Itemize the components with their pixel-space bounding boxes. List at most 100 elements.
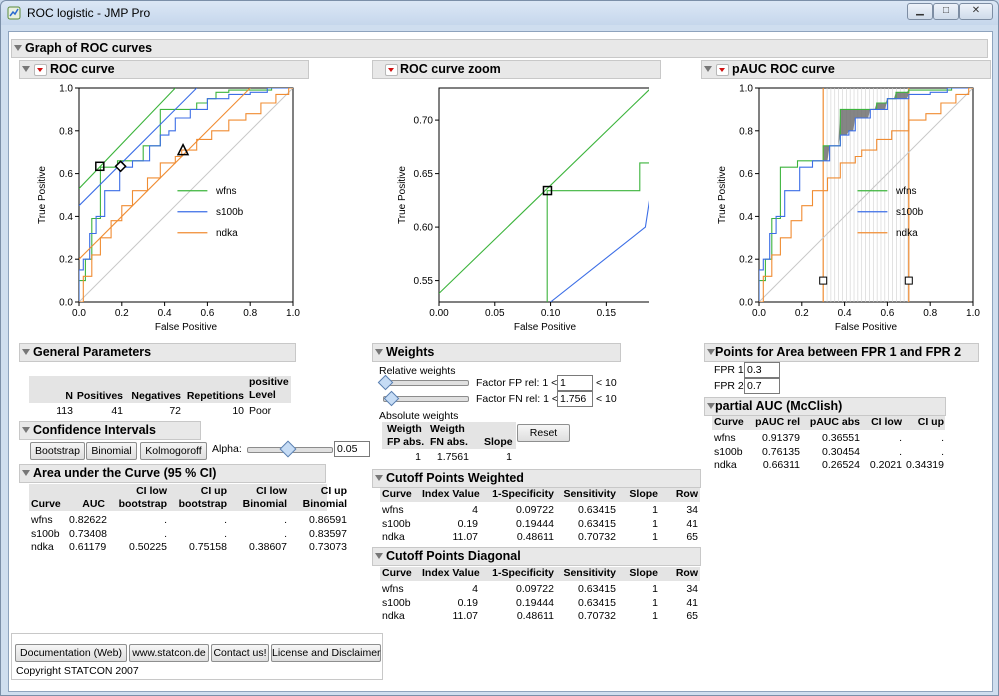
disclosure-icon[interactable] (704, 66, 712, 72)
cutoff-diagonal-header-cell: Row (675, 567, 698, 579)
pauc-cell: s100b (714, 445, 743, 458)
pauc-cell: 0.66311 (762, 459, 800, 471)
cutoff-weighted-cell: 65 (686, 531, 698, 543)
pauc-header[interactable]: partial AUC (McClish) (704, 397, 946, 416)
fpr1-input[interactable]: 0.3 (744, 362, 780, 378)
outline-graph-roc[interactable]: Graph of ROC curves (11, 39, 988, 58)
cutoff-weighted-cell: ndka (382, 531, 405, 543)
pauc-plot-header[interactable]: pAUC ROC curve (701, 60, 991, 79)
pauc-header-cell: CI low (871, 416, 902, 428)
website-button[interactable]: www.statcon.de (129, 644, 209, 662)
fn-max: < 10 (596, 393, 617, 405)
weights-fp-abs: 1 (415, 451, 421, 463)
legend-label-wfns: wfns (215, 186, 237, 197)
fn-slider-thumb[interactable] (383, 390, 400, 407)
pauc-cell: 0.91379 (762, 432, 800, 444)
legend-label-wfns: wfns (895, 186, 917, 197)
fpr-points-title: Points for Area between FPR 1 and FPR 2 (715, 345, 962, 359)
absolute-weights-label: Absolute weights (379, 410, 459, 422)
disclosure-icon[interactable] (707, 403, 715, 409)
red-triangle-menu-icon[interactable] (34, 64, 47, 76)
auc-cell: 0.83597 (309, 527, 347, 540)
auc-cell: 0.50225 (129, 541, 167, 553)
binomial-button[interactable]: Binomial (86, 442, 137, 460)
cutoff-weighted-header-cell: Sensitivity (563, 488, 616, 500)
copyright-text: Copyright STATCON 2007 (16, 665, 139, 677)
disclosure-icon[interactable] (375, 349, 383, 355)
fp-slider-thumb[interactable] (377, 374, 394, 391)
cutoff-diagonal-header-cell: Slope (629, 567, 658, 579)
red-triangle-menu-icon[interactable] (385, 64, 398, 76)
reference-diagonal (759, 88, 973, 302)
fpr2-input[interactable]: 0.7 (744, 378, 780, 394)
alpha-slider-thumb[interactable] (279, 440, 297, 458)
y-tick-label: 0.8 (59, 126, 73, 137)
roc-zoom-header[interactable]: ROC curve zoom (372, 60, 661, 79)
disclosure-icon[interactable] (22, 470, 30, 476)
pauc-roc-chart: 0.0 0.2 0.4 0.6 0.8 1.0 0.0 0.2 0.4 0.6 0.8 1.0 Fals… (717, 84, 980, 334)
auc-cell: 0.75158 (189, 541, 227, 553)
cutoff-weighted-cell: 0.63415 (578, 504, 616, 516)
bootstrap-button[interactable]: Bootstrap (30, 442, 85, 460)
cutoff-diagonal-cell: 0.48611 (516, 610, 554, 622)
fpr1-label: FPR 1 (714, 364, 744, 376)
y-tick-label: 0.55 (414, 276, 434, 287)
cutoff-weighted-header[interactable]: Cutoff Points Weighted (372, 469, 701, 488)
series-line-ndka-weighted (79, 88, 251, 260)
x-axis-label: False Positive (155, 322, 218, 333)
auc-header-cell: AUC (82, 498, 105, 510)
fn-input[interactable]: 1.756 (557, 391, 593, 407)
series-line-wfns-weighted (439, 89, 649, 294)
maximize-button[interactable]: □ (933, 3, 959, 20)
fn-label: Factor FN rel: 1 < (476, 393, 558, 405)
pauc-cell: 0.34319 (906, 459, 944, 471)
red-triangle-menu-icon[interactable] (716, 64, 729, 76)
fpr-bound-marker (904, 276, 913, 285)
fp-slider-track[interactable] (383, 380, 469, 386)
cutoff-weighted-cell: 0.70732 (578, 531, 616, 543)
cutoff-diagonal-cell: 41 (686, 596, 698, 609)
general-positives: 41 (111, 405, 123, 417)
disclosure-icon[interactable] (22, 66, 30, 72)
kolmogoroff-button[interactable]: Kolmogoroff (140, 442, 207, 460)
weights-header[interactable]: Weights (372, 343, 621, 362)
plot-area (439, 89, 649, 302)
disclosure-icon[interactable] (22, 427, 30, 433)
auc-header[interactable]: Area under the Curve (95 % CI) (19, 464, 326, 483)
fn-slider-track[interactable] (383, 396, 469, 402)
reset-button[interactable]: Reset (517, 424, 570, 442)
auc-table-header (29, 484, 327, 511)
disclosure-icon[interactable] (707, 349, 715, 355)
cutoff-diagonal-cell: 1 (652, 610, 658, 622)
y-tick-label: 0.0 (59, 298, 73, 309)
general-level: Poor (249, 405, 272, 417)
series-line-s100b-weighted (79, 88, 198, 207)
pauc-title: partial AUC (McClish) (715, 399, 843, 413)
disclosure-icon[interactable] (375, 475, 383, 481)
general-n: 113 (56, 405, 73, 417)
contact-button[interactable]: Contact us! (211, 644, 269, 662)
y-tick-label: 0.8 (739, 126, 753, 137)
cutoff-diagonal-header[interactable]: Cutoff Points Diagonal (372, 547, 701, 566)
x-tick-label: 0.0 (72, 308, 86, 319)
legend-label-s100b: s100b (896, 207, 924, 218)
alpha-input[interactable]: 0.05 (334, 441, 370, 457)
auc-cell: . (164, 527, 167, 540)
auc-cell: 0.61179 (69, 541, 107, 553)
disclosure-icon[interactable] (14, 45, 22, 51)
roc-curve-header[interactable]: ROC curve (19, 60, 309, 79)
fp-input[interactable]: 1 (557, 375, 593, 391)
minimize-button[interactable]: ▁ (907, 3, 933, 20)
series-line-ndka (79, 88, 293, 302)
close-button[interactable]: ✕ (959, 3, 993, 20)
disclosure-icon[interactable] (22, 349, 30, 355)
cutoff-weighted-header-cell: Row (675, 488, 698, 500)
documentation-button[interactable]: Documentation (Web) (15, 644, 127, 662)
license-button[interactable]: License and Disclaimer (271, 644, 381, 662)
disclosure-icon[interactable] (375, 553, 383, 559)
ci-header[interactable]: Confidence Intervals (19, 421, 201, 440)
plot-area (79, 88, 293, 302)
general-params-header[interactable]: General Parameters (19, 343, 296, 362)
fpr-points-header[interactable]: Points for Area between FPR 1 and FPR 2 (704, 343, 979, 362)
y-tick-label: 1.0 (59, 84, 73, 95)
